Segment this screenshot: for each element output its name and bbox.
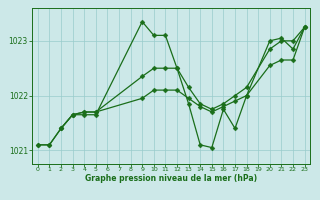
X-axis label: Graphe pression niveau de la mer (hPa): Graphe pression niveau de la mer (hPa) xyxy=(85,174,257,183)
